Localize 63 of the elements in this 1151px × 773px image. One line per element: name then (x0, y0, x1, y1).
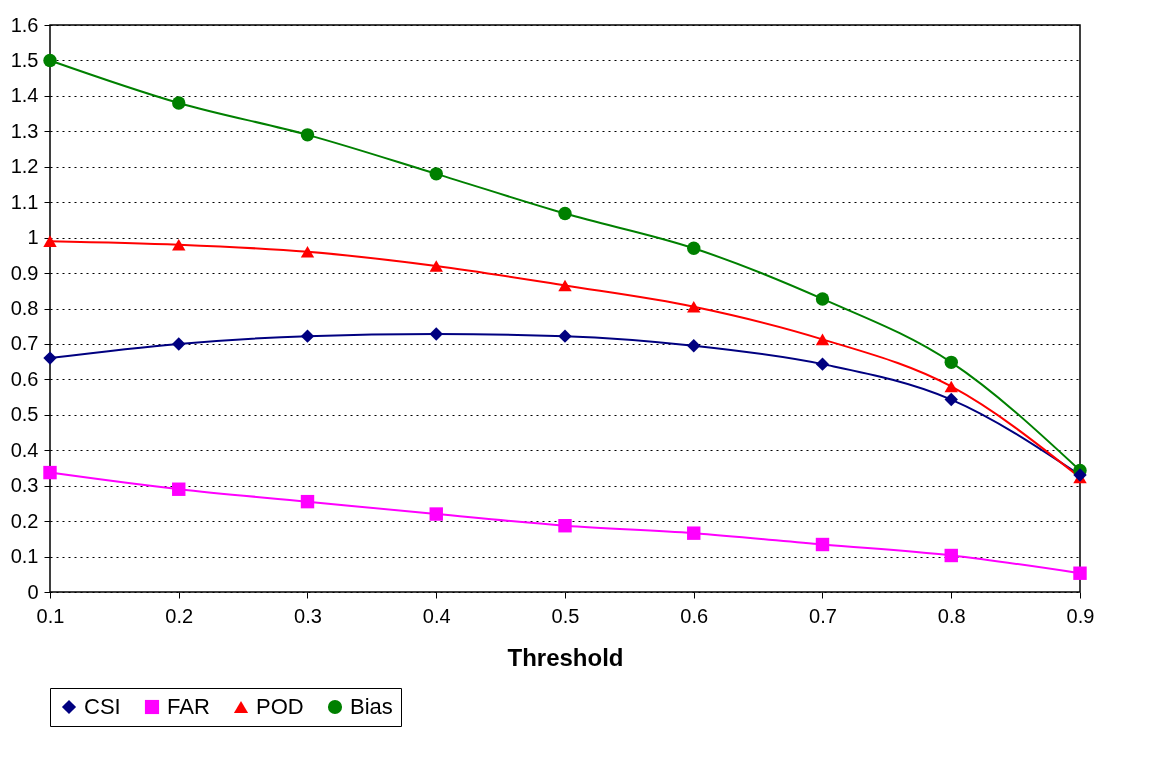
y-tick-label: 0.1 (10, 545, 39, 568)
y-tick-label: 1 (27, 226, 39, 249)
y-tick-label: 1.3 (10, 119, 39, 142)
point (43, 351, 57, 365)
x-tick-label: 0.9 (1066, 604, 1095, 627)
point (815, 333, 830, 346)
point (429, 260, 443, 272)
point (944, 380, 958, 393)
point (429, 167, 443, 181)
y-tick-label: 0.4 (10, 438, 39, 461)
point (944, 392, 958, 407)
x-tick-label: 0.4 (422, 604, 451, 627)
legend-label: FAR (167, 694, 210, 719)
point (43, 235, 57, 247)
point (815, 537, 830, 552)
x-tick-label: 0.2 (165, 604, 194, 627)
point (687, 339, 701, 353)
point (558, 329, 572, 343)
point (944, 355, 958, 370)
point (300, 329, 315, 343)
y-tick-label: 0.9 (10, 261, 39, 284)
point (815, 357, 830, 371)
point (300, 128, 315, 142)
point (815, 292, 830, 306)
point (300, 245, 315, 258)
x-tick-label: 0.6 (680, 604, 709, 627)
y-tick-label: 1.1 (10, 190, 39, 213)
point (558, 206, 572, 221)
x-tick-label: 0.8 (937, 604, 966, 627)
point (1073, 566, 1087, 580)
point (172, 238, 186, 251)
point (300, 494, 315, 509)
y-tick-label: 1.6 (10, 13, 39, 36)
point (172, 337, 186, 351)
point (687, 300, 701, 313)
y-tick-label: 0.6 (10, 367, 39, 390)
point (172, 96, 186, 110)
point (429, 327, 443, 341)
x-tick-label: 0.7 (809, 604, 837, 627)
x-tick-label: 0.3 (294, 604, 322, 627)
point (429, 507, 443, 521)
y-tick-label: 1.2 (10, 155, 39, 178)
y-tick-label: 1.5 (10, 48, 39, 71)
legend-label: POD (256, 694, 304, 719)
point (172, 482, 186, 496)
y-tick-label: 0.5 (10, 403, 39, 426)
y-tick-label: 0.7 (10, 332, 39, 355)
y-tick-label: 0.8 (10, 297, 39, 319)
point (43, 465, 57, 480)
point (687, 526, 701, 540)
legend-label: Bias (350, 694, 393, 719)
y-tick-label: 0.2 (10, 509, 39, 532)
legend-label: CSI (84, 694, 121, 719)
y-tick-label: 0 (27, 580, 39, 603)
point (687, 241, 701, 255)
y-tick-label: 0.3 (10, 474, 39, 497)
point (944, 548, 958, 563)
point (558, 519, 572, 533)
point (558, 279, 572, 292)
x-tick-label: 0.5 (551, 604, 580, 627)
point (43, 53, 57, 68)
x-axis-title: Threshold (507, 643, 624, 671)
y-tick-label: 1.4 (10, 84, 39, 107)
